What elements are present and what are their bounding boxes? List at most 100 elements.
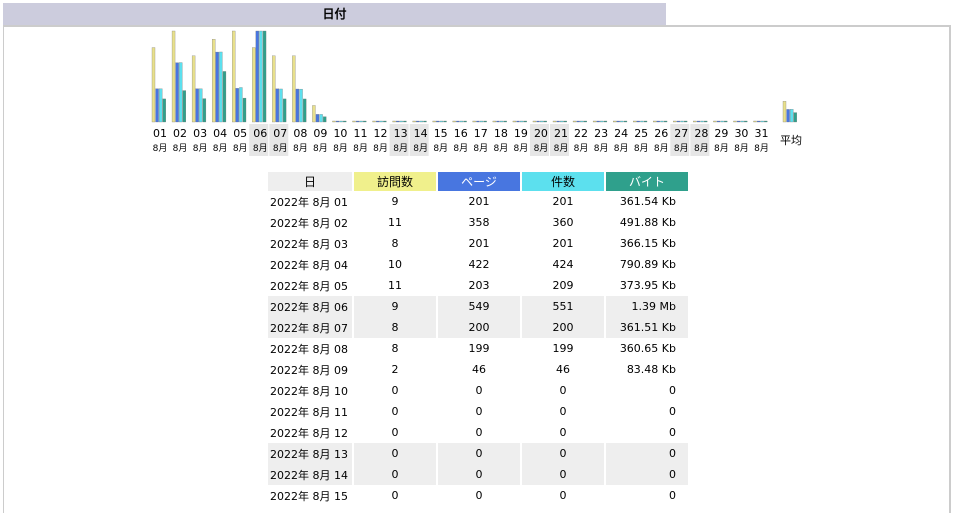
day-tick-label: 20 xyxy=(534,127,548,140)
bar-0-27 xyxy=(673,120,677,123)
table-row: 2022年 8月 01 9 201 201 361.54 Kb xyxy=(268,191,688,212)
row-date: 2022年 8月 03 xyxy=(270,237,348,251)
month-tick-label: 8月 xyxy=(253,143,268,154)
day-tick-label: 29 xyxy=(714,127,728,140)
row-files: 551 xyxy=(522,296,604,317)
month-tick-label: 8月 xyxy=(514,143,529,154)
day-tick-label: 03 xyxy=(193,127,207,140)
bar-2-17 xyxy=(479,120,484,123)
bar-0-11 xyxy=(352,120,356,123)
bar-2-13 xyxy=(399,120,403,123)
bar-1-21 xyxy=(556,120,560,123)
bar-2-16 xyxy=(459,120,464,123)
row-files: 209 xyxy=(552,279,574,292)
bar-2-31 xyxy=(760,120,764,123)
day-tick-label: 27 xyxy=(674,127,688,140)
bar-0-18 xyxy=(492,120,497,123)
daily-bar-chart: 01 8月 02 8月 03 8月 04 8月 05 8月 06 8月 07 8月 08 8月 09 8月 10 8月… xyxy=(151,30,802,156)
bar-3-28 xyxy=(704,120,708,123)
table-row: 2022年 8月 08 8 199 199 360.65 Kb xyxy=(268,338,688,359)
row-visits: 0 xyxy=(391,426,399,439)
bar-3-18 xyxy=(503,120,507,123)
row-files: 0 xyxy=(559,489,567,502)
day-tick-label: 16 xyxy=(454,127,468,140)
row-bytes: 360.65 Kb xyxy=(619,342,676,355)
table-body: 2022年 8月 01 9 201 201 361.54 Kb 2022年 8月 02 11… xyxy=(268,191,688,506)
bar-1-14 xyxy=(416,120,420,123)
header-pages: ページ xyxy=(438,172,520,191)
bar-2-18 xyxy=(499,120,504,123)
bar-2-24 xyxy=(620,120,624,123)
bar-0-19 xyxy=(512,120,517,123)
bar-0-25 xyxy=(633,120,637,123)
day-tick-label: 23 xyxy=(594,127,608,140)
table-row: 2022年 8月 07 8 200 200 361.51 Kb xyxy=(268,317,688,338)
day-tick-label: 12 xyxy=(374,127,388,140)
bar-0-09 xyxy=(312,105,316,123)
day-tick-label: 13 xyxy=(394,127,408,140)
month-tick-label: 8月 xyxy=(694,143,709,154)
row-pages: 46 xyxy=(472,363,486,376)
table-row: 2022年 8月 03 8 201 201 366.15 Kb xyxy=(268,233,688,254)
row-bytes: 0 xyxy=(669,489,676,502)
row-visits: 9 xyxy=(354,296,436,317)
row-date: 2022年 8月 13 xyxy=(268,443,352,464)
row-pages: 0 xyxy=(475,426,483,439)
bar-2-25 xyxy=(640,120,644,123)
row-date: 2022年 8月 09 xyxy=(270,363,348,377)
bar-0-15 xyxy=(432,120,436,123)
row-bytes: 361.54 Kb xyxy=(619,195,676,208)
bar-3-04 xyxy=(222,71,227,123)
row-bytes: 0 xyxy=(606,443,688,464)
bar-0-10 xyxy=(332,120,336,123)
day-tick-label: 06 xyxy=(253,127,267,140)
bar-1-16 xyxy=(456,120,460,123)
bar-2-12 xyxy=(379,120,383,123)
avg-bar-2 xyxy=(790,109,794,123)
row-date: 2022年 8月 06 xyxy=(268,296,352,317)
bar-2-26 xyxy=(660,120,664,123)
weekend-label-highlight xyxy=(269,124,289,156)
bar-2-28 xyxy=(700,120,704,123)
table-row: 2022年 8月 11 0 0 0 0 xyxy=(268,401,688,422)
table-header-row: 日 訪問数 ページ 件数 バイト xyxy=(268,172,688,191)
day-tick-label: 18 xyxy=(494,127,508,140)
bar-0-24 xyxy=(613,120,617,123)
day-tick-label: 26 xyxy=(654,127,668,140)
bar-1-30 xyxy=(736,120,741,123)
bar-0-14 xyxy=(412,120,416,123)
bar-1-19 xyxy=(516,120,520,123)
month-tick-label: 8月 xyxy=(153,143,168,154)
month-tick-label: 8月 xyxy=(273,143,288,154)
row-files: 199 xyxy=(552,342,574,355)
month-tick-label: 8月 xyxy=(373,143,388,154)
bar-2-14 xyxy=(419,120,424,123)
row-date: 2022年 8月 04 xyxy=(270,258,348,272)
bar-3-17 xyxy=(483,120,487,123)
bar-1-05 xyxy=(235,88,239,123)
bar-1-15 xyxy=(436,120,440,123)
row-pages: 0 xyxy=(475,405,483,418)
bar-3-01 xyxy=(162,98,166,123)
bar-0-03 xyxy=(191,55,196,123)
bar-1-27 xyxy=(676,120,681,123)
table-row: 2022年 8月 02 11 358 360 491.88 Kb xyxy=(268,212,688,233)
bar-0-16 xyxy=(452,120,456,123)
row-date: 2022年 8月 05 xyxy=(270,279,348,293)
row-date: 2022年 8月 12 xyxy=(270,426,348,440)
bar-2-15 xyxy=(439,120,444,123)
bar-1-25 xyxy=(636,120,640,123)
day-tick-label: 19 xyxy=(514,127,528,140)
bar-1-03 xyxy=(195,88,199,123)
bar-0-07 xyxy=(272,55,276,123)
row-visits: 8 xyxy=(391,342,399,355)
bar-3-22 xyxy=(583,120,587,123)
row-date: 2022年 8月 01 xyxy=(270,195,348,209)
month-tick-label: 8月 xyxy=(674,143,689,154)
row-bytes: 0 xyxy=(606,464,688,485)
table-row: 2022年 8月 12 0 0 0 0 xyxy=(268,422,688,443)
bar-0-13 xyxy=(392,120,396,123)
section-title: 日付 xyxy=(3,3,666,25)
day-tick-label: 04 xyxy=(213,127,227,140)
bar-3-03 xyxy=(202,98,207,123)
